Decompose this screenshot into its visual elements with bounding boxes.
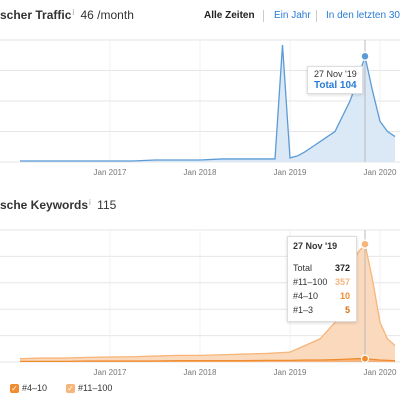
tooltip-row-label: #11–100 — [293, 277, 328, 287]
traffic-title: scher Traffic — [0, 8, 72, 22]
x-tick-label: Jan 2018 — [184, 168, 217, 177]
tooltip-row-value: 357 — [334, 277, 350, 287]
checkbox-icon[interactable]: ✓ — [10, 384, 19, 394]
range-all-time[interactable]: Alle Zeiten — [204, 10, 255, 21]
tooltip-row-value: 5 — [344, 305, 350, 315]
hover-point — [360, 354, 370, 363]
range-last-30[interactable]: In den letzten 30 — [326, 10, 400, 21]
legend-item-4-10[interactable]: ✓ #4–10 — [10, 383, 48, 394]
range-separator — [316, 10, 317, 22]
keywords-header: sche Keywordsi 115 — [0, 198, 116, 212]
checkbox-icon[interactable]: ✓ — [66, 384, 75, 394]
keywords-tooltip-date: 27 Nov '19 — [293, 241, 338, 251]
traffic-tooltip-total: Total 104 — [314, 80, 357, 91]
x-tick-label: Jan 2019 — [274, 368, 307, 377]
traffic-chart: Jan 2017 Jan 2018 Jan 2019 Jan 2020 — [0, 39, 400, 177]
x-tick-label: Jan 2020 — [364, 168, 397, 177]
traffic-header: scher Traffici 46 /month — [0, 8, 134, 22]
traffic-tooltip-date: 27 Nov '19 — [314, 69, 357, 79]
range-one-year[interactable]: Ein Jahr — [274, 10, 311, 21]
series-area — [20, 45, 395, 162]
x-tick-label: Jan 2018 — [184, 368, 217, 377]
range-separator — [263, 10, 264, 22]
tooltip-row-label: Total — [293, 263, 313, 273]
series-area — [20, 244, 395, 362]
tooltip-row-label: #1–3 — [293, 305, 314, 315]
traffic-tooltip: 27 Nov '19 Total 104 — [307, 66, 363, 94]
keywords-value: 115 — [97, 198, 117, 212]
legend-label: #4–10 — [22, 383, 48, 393]
info-icon[interactable]: i — [89, 198, 91, 207]
legend-item-11-100[interactable]: ✓ #11–100 — [66, 383, 113, 394]
info-icon[interactable]: i — [72, 8, 75, 17]
hover-point — [360, 51, 370, 62]
hover-point — [360, 239, 370, 249]
x-tick-label: Jan 2019 — [274, 168, 307, 177]
keywords-title: sche Keywords — [0, 198, 89, 212]
tooltip-row-value: 10 — [339, 291, 350, 301]
tooltip-row-label: #4–10 — [293, 291, 319, 301]
x-tick-label: Jan 2017 — [94, 368, 127, 377]
x-tick-label: Jan 2017 — [94, 168, 127, 177]
legend-label: #11–100 — [78, 383, 113, 393]
tooltip-row-value: 372 — [334, 263, 350, 273]
x-tick-label: Jan 2020 — [364, 368, 397, 377]
keywords-tooltip: 27 Nov '19 Total 372 #11–100 357 #4–10 1… — [287, 236, 357, 322]
series-line — [19, 242, 396, 360]
traffic-value: 46 /month — [80, 8, 134, 22]
